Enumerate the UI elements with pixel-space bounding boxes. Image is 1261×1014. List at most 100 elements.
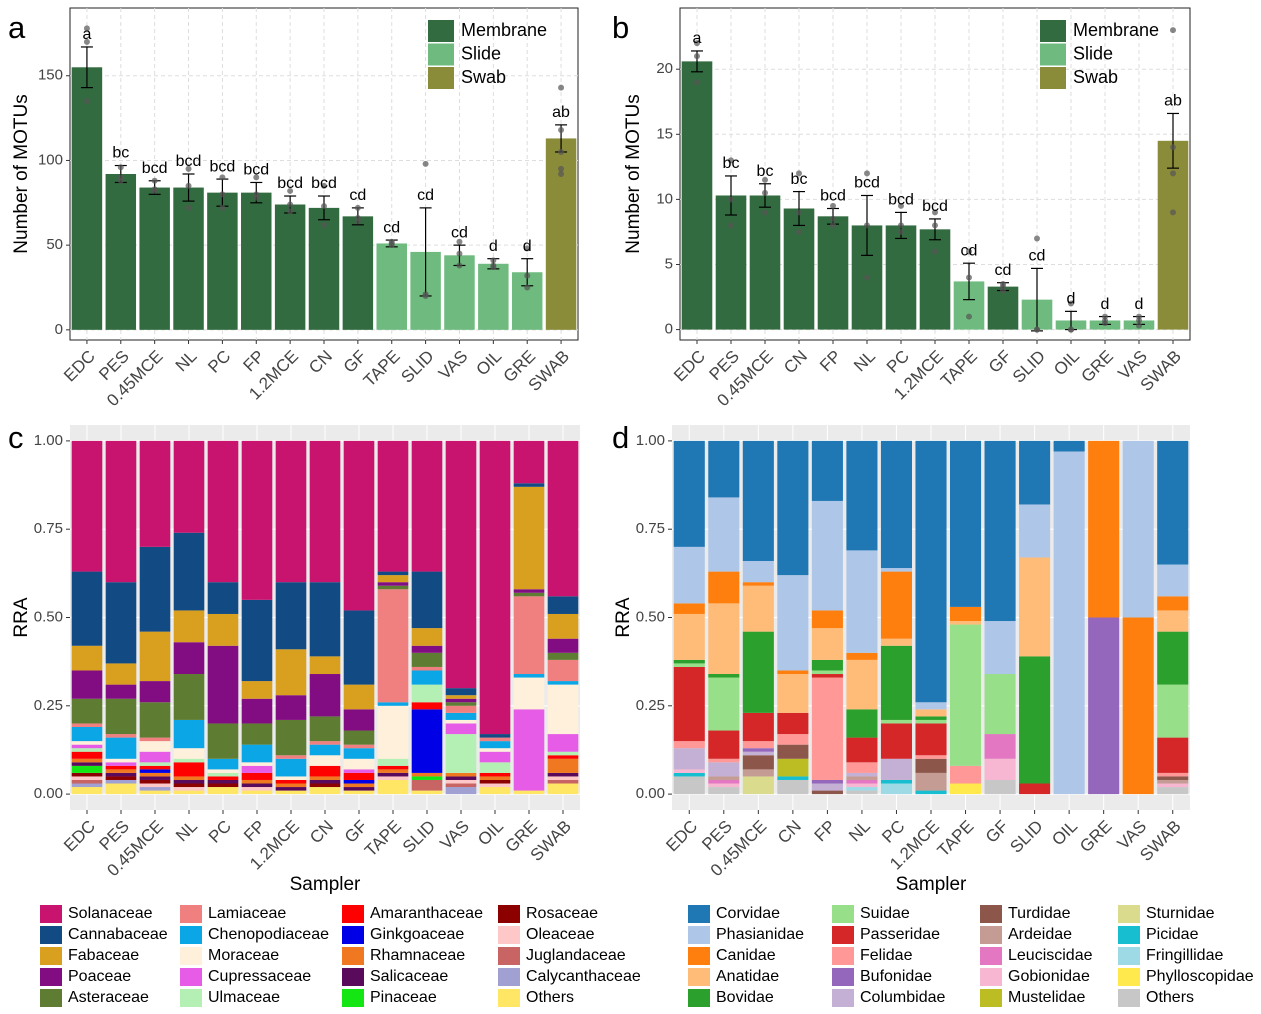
- bar-segment: [673, 769, 705, 773]
- bar-segment: [343, 748, 375, 759]
- bar-segment: [915, 755, 947, 759]
- bar-segment: [241, 772, 273, 780]
- bar-segment: [984, 758, 1016, 780]
- bar-segment: [71, 765, 103, 773]
- bar-segment: [173, 642, 205, 675]
- bar-segment: [673, 440, 705, 547]
- significance-letter: bcd: [888, 192, 914, 209]
- bar-segment: [846, 652, 878, 660]
- data-point: [490, 264, 497, 271]
- legend-swatch: [342, 968, 364, 986]
- bar-segment: [173, 748, 205, 759]
- bar-segment: [1053, 440, 1085, 452]
- bar-segment: [343, 610, 375, 685]
- data-point: [1136, 322, 1142, 329]
- x-tick-label: TAPE: [361, 817, 405, 861]
- bar-segment: [811, 610, 843, 629]
- data-point: [1000, 287, 1006, 294]
- bar-segment: [309, 787, 341, 795]
- significance-letter: ab: [552, 104, 570, 121]
- legend-label: Slide: [461, 43, 501, 63]
- bar-segment: [673, 666, 705, 742]
- bar-segment: [1019, 656, 1051, 784]
- bar-segment: [742, 560, 774, 583]
- bar-segment: [377, 571, 409, 576]
- x-tick-label: CN: [774, 817, 805, 848]
- bar: [139, 187, 170, 330]
- legend-label: Ginkgoaceae: [370, 926, 464, 943]
- data-point: [83, 38, 90, 45]
- bar-segment: [173, 783, 205, 788]
- bar-segment: [377, 758, 409, 766]
- data-point: [321, 182, 327, 189]
- bar-segment: [343, 758, 375, 770]
- significance-letter: bcd: [176, 153, 202, 170]
- bar-segment: [513, 677, 545, 710]
- bar-segment: [105, 734, 137, 738]
- bar-segment: [71, 726, 103, 742]
- bar-segment: [445, 712, 477, 720]
- data-point: [796, 209, 802, 216]
- bar-segment: [1157, 783, 1189, 788]
- data-point: [456, 262, 463, 269]
- bar-segment: [139, 702, 171, 738]
- y-tick-label: 20: [656, 60, 673, 77]
- data-point: [694, 79, 700, 86]
- significance-letter: bc: [112, 145, 129, 162]
- bar-segment: [207, 776, 239, 780]
- legend-label: Bovidae: [716, 989, 774, 1006]
- bar-segment: [71, 776, 103, 780]
- significance-letter: bcd: [311, 175, 337, 192]
- bar-segment: [1053, 451, 1085, 795]
- x-tick-label: SLID: [399, 817, 439, 857]
- legend-swatch: [498, 926, 520, 944]
- legend-swatch: [180, 947, 202, 965]
- bar-segment: [411, 628, 443, 646]
- panel-label: c: [8, 420, 24, 455]
- bar-segment: [1157, 737, 1189, 773]
- bar-segment: [708, 440, 740, 498]
- bar-segment: [445, 705, 477, 713]
- bar-segment: [479, 734, 511, 738]
- bar-segment: [343, 783, 375, 788]
- bar-segment: [173, 762, 205, 777]
- bar: [783, 208, 815, 330]
- legend-label: Oleaceae: [526, 926, 595, 943]
- bar-segment: [309, 779, 341, 784]
- bar-segment: [1019, 440, 1051, 505]
- bar-segment: [708, 730, 740, 759]
- legend-label: Asteraceae: [68, 989, 149, 1006]
- data-point: [422, 160, 429, 167]
- bar-segment: [479, 762, 511, 773]
- x-axis-title: Sampler: [896, 874, 967, 895]
- bar-segment: [846, 737, 878, 763]
- data-point: [151, 177, 158, 184]
- bar-segment: [479, 741, 511, 749]
- bar-segment: [547, 734, 579, 752]
- bar: [274, 204, 306, 330]
- bar-segment: [949, 783, 982, 795]
- data-point: [830, 202, 836, 209]
- data-point: [864, 274, 870, 281]
- bar: [919, 229, 951, 330]
- data-point: [898, 222, 904, 229]
- legend-swatch: [832, 947, 854, 965]
- bar-segment: [241, 790, 273, 795]
- bar-segment: [139, 440, 171, 547]
- bar-segment: [445, 772, 477, 777]
- bar-segment: [915, 772, 947, 791]
- bar: [749, 195, 781, 330]
- data-point: [558, 165, 565, 172]
- bar-segment: [915, 719, 947, 724]
- bar-segment: [1157, 610, 1189, 632]
- significance-letter: bc: [757, 163, 774, 180]
- bar-segment: [547, 613, 579, 639]
- legend-label: Anatidae: [716, 968, 779, 985]
- bar-segment: [105, 582, 137, 664]
- bar-segment: [811, 790, 843, 795]
- bar-segment: [275, 758, 307, 777]
- y-tick-label: 15: [656, 125, 673, 142]
- bar-segment: [411, 652, 443, 667]
- bar-segment: [207, 613, 239, 646]
- data-point: [524, 284, 531, 291]
